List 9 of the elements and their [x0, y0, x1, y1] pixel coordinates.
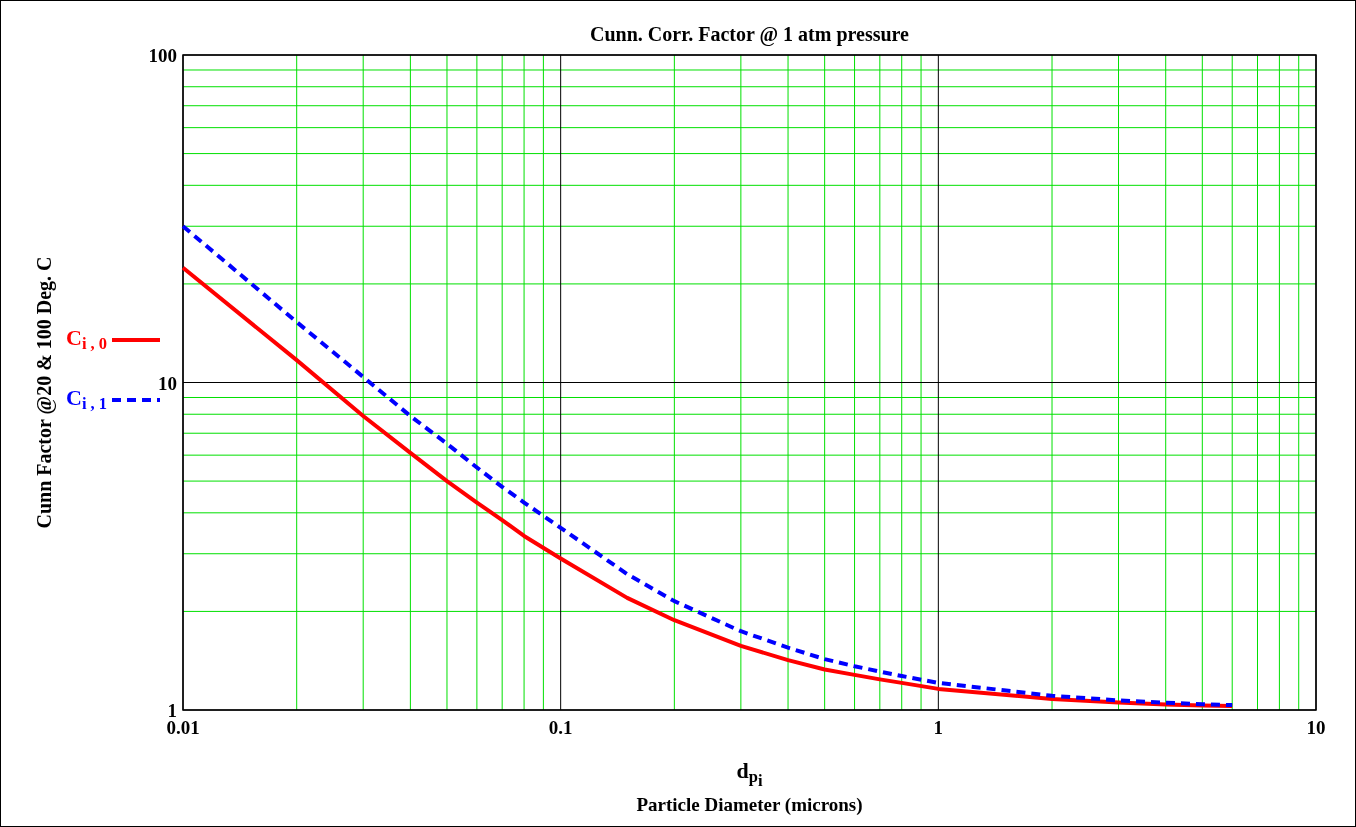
x-tick-label: 1	[933, 717, 944, 738]
x-tick-label: 10	[1306, 717, 1326, 738]
legend-label: C$_{i , 1}$	[66, 385, 108, 413]
chart-title: Cunn. Corr. Factor @ 1 atm pressure	[590, 23, 910, 46]
legend-label: C$_{i , 0}$	[66, 325, 108, 353]
y-tick-label: 10	[158, 372, 177, 394]
y-tick-label: 100	[148, 45, 177, 66]
x-tick-label: 0.1	[548, 717, 573, 738]
y-axis-title: Cunn Factor @20 & 100 Deg. C	[33, 256, 56, 529]
